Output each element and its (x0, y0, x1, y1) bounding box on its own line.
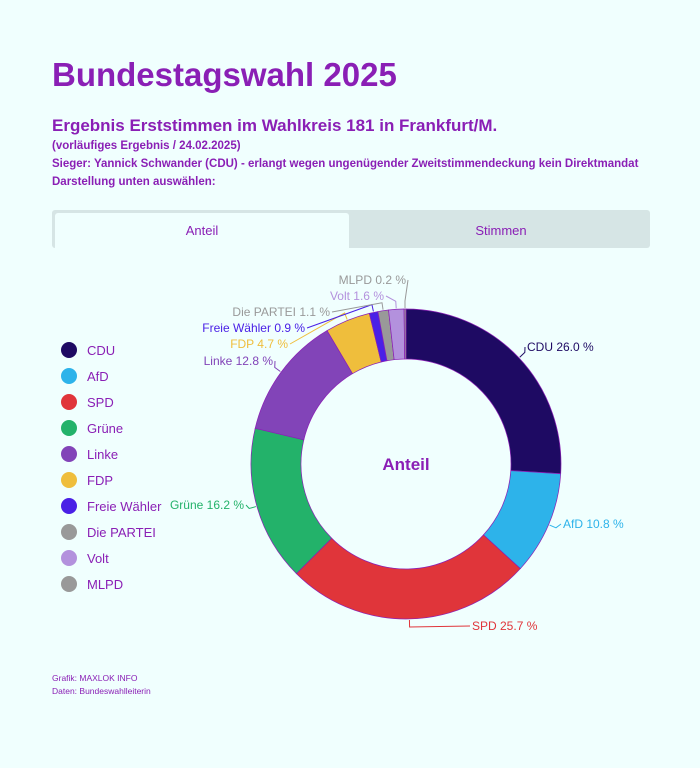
slice-mlpd[interactable] (403, 308, 407, 360)
legend-swatch (61, 524, 77, 540)
legend-label: CDU (87, 342, 116, 358)
data-label: CDU 26.0 % (527, 340, 594, 354)
leader-line (245, 504, 257, 510)
legend-item[interactable]: Linke (61, 441, 161, 467)
data-label: Volt 1.6 % (330, 289, 384, 303)
leader-line (289, 312, 348, 345)
leader-line (385, 295, 397, 309)
legend-item[interactable]: MLPD (61, 571, 161, 597)
slice-spd[interactable] (295, 534, 521, 620)
legend-swatch (61, 368, 77, 384)
legend: CDU AfD SPD Grüne Linke FDP Freie Wähler Die PA… (61, 337, 161, 597)
legend-item[interactable]: Volt (61, 545, 161, 571)
tab-stimmen[interactable]: Stimmen (475, 223, 527, 238)
legend-label: Volt (87, 550, 109, 566)
view-tabs: Anteil Stimmen (52, 210, 650, 248)
legend-swatch (61, 472, 77, 488)
legend-label: Freie Wähler (87, 498, 162, 514)
legend-swatch (61, 498, 77, 514)
leader-line (274, 360, 281, 372)
leader-line (404, 279, 409, 309)
legend-label: FDP (87, 472, 113, 488)
legend-item[interactable]: Grüne (61, 415, 161, 441)
leader-line (408, 619, 471, 628)
legend-label: AfD (87, 368, 109, 384)
page-subtitle: Ergebnis Erststimmen im Wahlkreis 181 in… (52, 116, 498, 135)
leader-line (331, 302, 384, 313)
legend-item[interactable]: Die PARTEI (61, 519, 161, 545)
data-label: AfD 10.8 % (563, 517, 624, 531)
credit: Grafik: MAXLOK INFO (52, 673, 138, 683)
data-source: Daten: Bundeswahlleiterin (52, 686, 151, 696)
result-note: (vorläufiges Ergebnis / 24.02.2025) (52, 140, 241, 152)
legend-swatch (61, 420, 77, 436)
page-title: Bundestagswahl 2025 (52, 56, 397, 93)
legend-label: Grüne (87, 420, 124, 436)
selection-prompt: Darstellung unten auswählen: (52, 176, 216, 188)
legend-item[interactable]: AfD (61, 363, 161, 389)
legend-label: Die PARTEI (87, 524, 156, 540)
data-label: SPD 25.7 % (472, 619, 538, 633)
data-label: MLPD 0.2 % (339, 273, 407, 287)
legend-item[interactable]: FDP (61, 467, 161, 493)
legend-swatch (61, 446, 77, 462)
legend-swatch (61, 550, 77, 566)
legend-label: Linke (87, 446, 119, 462)
legend-label: MLPD (87, 576, 124, 592)
leader-line (549, 523, 562, 529)
legend-label: SPD (87, 394, 114, 410)
legend-swatch (61, 576, 77, 592)
center-label: Anteil (382, 455, 429, 474)
data-label: Die PARTEI 1.1 % (232, 305, 330, 319)
legend-swatch (61, 394, 77, 410)
slice-cdu[interactable] (405, 308, 562, 475)
legend-item[interactable]: CDU (61, 337, 161, 363)
legend-item[interactable]: Freie Wähler (61, 493, 161, 519)
leader-line (519, 346, 526, 358)
data-label: FDP 4.7 % (230, 337, 288, 351)
winner-note: Sieger: Yannick Schwander (CDU) - erlang… (52, 158, 639, 170)
data-label: Freie Wähler 0.9 % (202, 321, 305, 335)
tab-anteil[interactable]: Anteil (55, 213, 349, 248)
legend-swatch (61, 342, 77, 358)
legend-item[interactable]: SPD (61, 389, 161, 415)
data-label: Linke 12.8 % (204, 354, 274, 368)
data-label: Grüne 16.2 % (170, 498, 244, 512)
